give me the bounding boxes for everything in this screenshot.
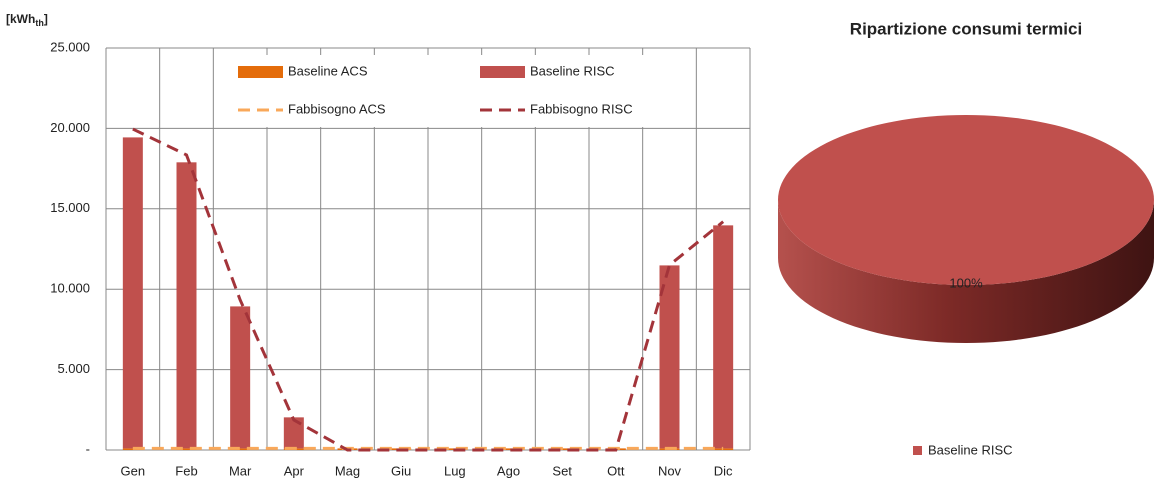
bar xyxy=(176,162,197,449)
bar xyxy=(283,417,304,449)
bar xyxy=(176,448,197,450)
bar xyxy=(230,306,251,449)
y-tick-label: 10.000 xyxy=(50,281,90,296)
legend-label: Baseline ACS xyxy=(288,63,368,78)
x-tick-label: Nov xyxy=(658,463,682,478)
x-tick-label: Ago xyxy=(497,463,520,478)
legend-label: Fabbisogno RISC xyxy=(530,101,633,116)
pie-value-label: 100% xyxy=(949,275,983,290)
x-tick-label: Mag xyxy=(335,463,360,478)
legend-swatch xyxy=(238,66,283,78)
line-series xyxy=(132,127,725,452)
bar xyxy=(230,448,251,450)
legend-label: Baseline RISC xyxy=(928,442,1013,457)
pie-slice xyxy=(778,115,1154,285)
y-tick-label: - xyxy=(86,441,90,456)
pie-title: Ripartizione consumi termici xyxy=(850,19,1082,38)
x-tick-label: Giu xyxy=(391,463,411,478)
y-tick-label: 5.000 xyxy=(57,361,90,376)
x-tick-label: Lug xyxy=(444,463,466,478)
legend-label: Baseline RISC xyxy=(530,63,615,78)
legend-swatch xyxy=(913,446,922,455)
x-tick-label: Feb xyxy=(175,463,197,478)
bar xyxy=(713,225,734,449)
bar xyxy=(498,448,519,450)
legend-label: Fabbisogno ACS xyxy=(288,101,386,116)
legend-box xyxy=(215,55,690,127)
y-axis-label: [kWhth] xyxy=(6,12,48,28)
y-tick-label: 15.000 xyxy=(50,200,90,215)
legend-swatch xyxy=(480,66,525,78)
bar xyxy=(659,265,680,449)
x-tick-label: Set xyxy=(552,463,572,478)
x-tick-label: Ott xyxy=(607,463,625,478)
y-tick-label: 20.000 xyxy=(50,120,90,135)
bar xyxy=(122,137,143,449)
x-tick-label: Mar xyxy=(229,463,252,478)
x-tick-label: Dic xyxy=(714,463,733,478)
x-tick-label: Apr xyxy=(284,463,305,478)
x-tick-label: Gen xyxy=(121,463,146,478)
y-tick-label: 25.000 xyxy=(50,39,90,54)
pie-side xyxy=(778,200,1154,343)
